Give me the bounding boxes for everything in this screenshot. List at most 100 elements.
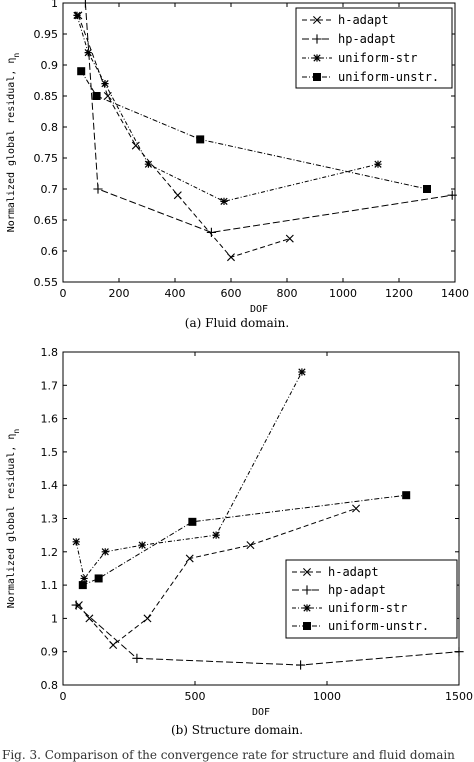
data-point-h-adapt xyxy=(246,541,255,550)
data-point-hp-adapt xyxy=(71,600,81,610)
x-tick-label: 500 xyxy=(185,690,206,703)
chart-structure-domain: 0 500 1000 1500 0.8 0.9 1 1.1 1.2 1.3 1.4 1.5 1.6 1.7… xyxy=(6,346,473,718)
y-tick-label: 0.9 xyxy=(41,646,59,659)
x-tick-label: 1200 xyxy=(385,287,413,300)
legend-marker-uniform-str xyxy=(303,604,311,612)
y-tick-label: 1.5 xyxy=(41,446,59,459)
chart-fluid-domain: 0 200 400 600 800 1000 1200 1400 0.55 0.6 0.65 0.7 0… xyxy=(6,0,469,315)
legend-marker-hp-adapt xyxy=(312,34,322,44)
legend-label-uniform-str: uniform-str xyxy=(328,601,407,615)
x-tick-label: 1500 xyxy=(445,690,473,703)
x-tick-label: 600 xyxy=(221,287,242,300)
y-tick-label: 0.75 xyxy=(34,152,59,165)
data-point-hp-adapt xyxy=(132,653,142,663)
data-point-uniform-unstr. xyxy=(78,581,87,590)
data-point-hp-adapt xyxy=(454,647,464,657)
data-point-uniform-unstr. xyxy=(188,517,197,526)
x-tick-label: 200 xyxy=(109,287,130,300)
y-axis-label: Normalized global residual, ηn xyxy=(6,53,21,233)
data-point-h-adapt xyxy=(85,614,94,623)
data-point-h-adapt xyxy=(227,253,235,262)
y-tick-label: 1 xyxy=(51,612,58,625)
caption-fluid-domain: (a) Fluid domain. xyxy=(184,316,290,330)
data-point-h-adapt xyxy=(143,614,152,623)
data-point-h-adapt xyxy=(185,554,194,563)
data-point-uniform-str xyxy=(212,531,220,539)
y-axis-label: Normalized global residual, ηn xyxy=(6,429,21,609)
data-point-uniform-unstr. xyxy=(94,574,103,583)
figure-caption: Fig. 3. Comparison of the convergence ra… xyxy=(2,748,455,762)
legend-label-uniform-unstr.: uniform-unstr. xyxy=(338,70,439,84)
legend-label-h-adapt: h-adapt xyxy=(338,13,389,27)
data-point-uniform-str xyxy=(80,574,88,583)
data-point-uniform-str xyxy=(101,79,109,88)
x-tick-label: 1000 xyxy=(329,287,357,300)
y-tick-label: 1.1 xyxy=(41,579,59,592)
legend-marker-uniform-unstr. xyxy=(313,73,321,81)
series-line-uniform-unstr. xyxy=(82,494,407,586)
legend: h-adapt hp-adapt uniform-str uniform-unstr. xyxy=(285,559,458,639)
data-point-hp-adapt xyxy=(93,184,103,194)
y-tick-label: 0.6 xyxy=(41,245,59,258)
y-tick-label: 0.55 xyxy=(34,276,59,289)
series-line-uniform-unstr. xyxy=(80,70,428,190)
x-tick-label: 0 xyxy=(60,287,67,300)
y-tick-label: 1.2 xyxy=(41,546,59,559)
data-point-h-adapt xyxy=(352,504,361,513)
y-tick-label: 0.7 xyxy=(41,183,59,196)
legend-marker-h-adapt xyxy=(313,16,321,24)
y-tick-label: 1 xyxy=(51,0,58,10)
legend-label-h-adapt: h-adapt xyxy=(328,565,379,579)
data-point-hp-adapt xyxy=(296,660,306,670)
x-axis-label: DOF xyxy=(252,707,270,718)
data-point-uniform-str xyxy=(144,160,153,168)
data-point-uniform-unstr. xyxy=(423,185,431,193)
x-tick-label: 0 xyxy=(60,690,67,703)
legend-box xyxy=(295,7,453,89)
data-point-uniform-str xyxy=(298,368,306,376)
series-line-uniform-str xyxy=(75,371,303,580)
legend-marker-uniform-unstr. xyxy=(303,622,311,630)
series-line-hp-adapt xyxy=(84,2,453,233)
data-point-uniform-str xyxy=(220,197,228,206)
y-tick-label: 0.9 xyxy=(41,59,59,72)
data-point-uniform-unstr. xyxy=(402,491,411,500)
data-point-hp-adapt xyxy=(206,227,216,237)
data-point-h-adapt xyxy=(103,92,112,100)
series-line-uniform-str xyxy=(76,15,379,202)
data-point-uniform-str xyxy=(72,538,80,546)
legend-label-hp-adapt: hp-adapt xyxy=(328,583,386,597)
data-point-h-adapt xyxy=(109,641,118,650)
data-point-h-adapt xyxy=(173,191,182,200)
caption-structure-domain: (b) Structure domain. xyxy=(170,723,304,737)
data-point-h-adapt xyxy=(285,234,294,243)
y-tick-label: 0.95 xyxy=(34,28,59,41)
x-tick-label: 1000 xyxy=(313,690,341,703)
series-line-hp-adapt xyxy=(75,604,460,666)
y-tick-label: 1.6 xyxy=(41,413,59,426)
legend-marker-uniform-str xyxy=(313,54,321,62)
y-tick-label: 1.4 xyxy=(41,479,59,492)
plot-frame xyxy=(62,2,456,283)
y-tick-label: 1.7 xyxy=(41,379,59,392)
legend-label-uniform-unstr.: uniform-unstr. xyxy=(328,619,429,633)
data-point-h-adapt xyxy=(131,141,140,150)
data-point-uniform-str xyxy=(84,48,92,57)
x-tick-label: 1400 xyxy=(441,287,469,300)
data-point-hp-adapt xyxy=(447,190,457,200)
data-point-uniform-unstr. xyxy=(196,135,205,144)
y-tick-label: 0.8 xyxy=(41,679,59,692)
x-axis-label: DOF xyxy=(250,304,268,315)
legend-label-hp-adapt: hp-adapt xyxy=(338,32,396,46)
x-tick-label: 400 xyxy=(165,287,186,300)
legend-marker-hp-adapt xyxy=(302,585,312,595)
series-line-h-adapt xyxy=(77,15,290,258)
legend-label-uniform-str: uniform-str xyxy=(338,51,417,65)
y-tick-label: 0.65 xyxy=(34,214,59,227)
data-point-hp-adapt xyxy=(80,0,90,8)
data-point-uniform-str xyxy=(101,548,109,556)
legend: h-adapt hp-adapt uniform-str uniform-unstr. xyxy=(295,7,453,89)
data-point-uniform-unstr. xyxy=(92,92,101,100)
legend-marker-h-adapt xyxy=(303,568,311,576)
data-point-uniform-str xyxy=(374,160,382,168)
